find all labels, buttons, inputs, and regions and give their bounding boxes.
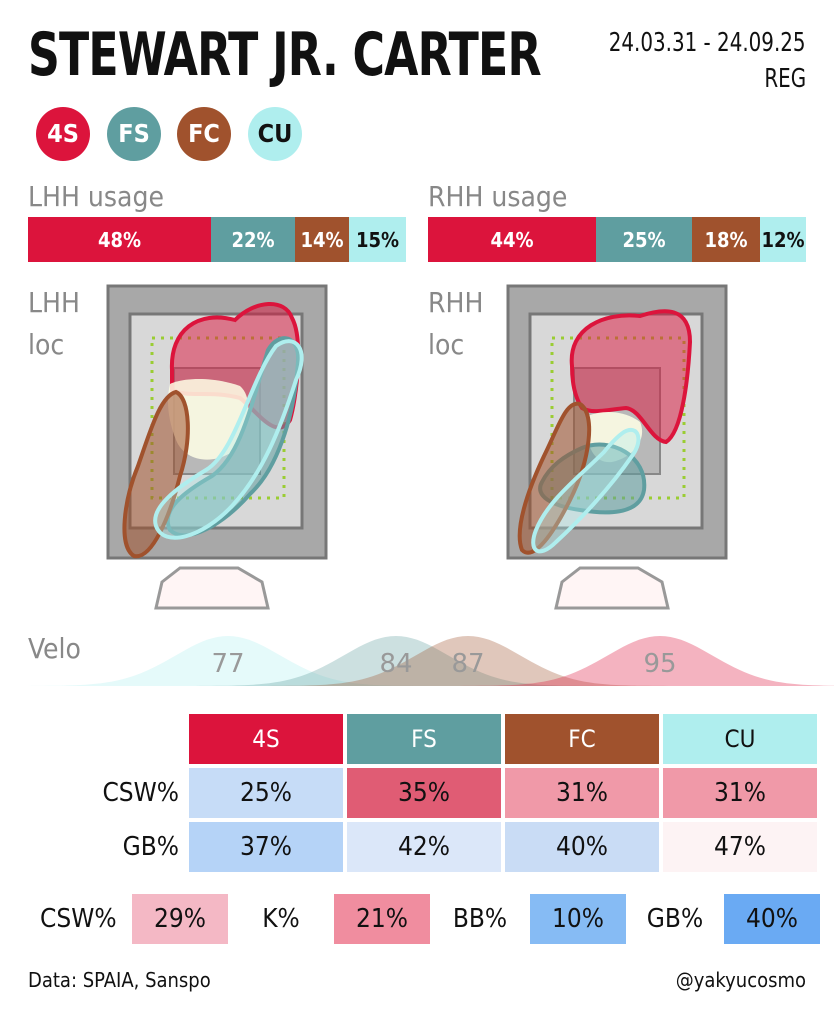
player-name: STEWART JR. CARTER	[28, 20, 542, 90]
velo-curve-fs	[184, 636, 608, 686]
pitch-stats-table: 4S FS FC CU CSW% 25% 35% 31% 31% GB% 37%…	[28, 710, 821, 876]
table-header-row: 4S FS FC CU	[32, 714, 817, 764]
row-label-gb: GB%	[122, 832, 179, 862]
author-credit: @yakyucosmo	[675, 968, 806, 992]
velo-curve-fc	[256, 636, 680, 686]
velo-label-cu: 77	[211, 649, 244, 679]
table-row-gb: GB% 37% 42% 40% 47%	[32, 822, 817, 872]
col-head-4s: 4S	[189, 714, 343, 764]
lhh-loc-label: LHH loc	[28, 282, 80, 366]
summary-row: CSW% 29% K% 21% BB% 10% GB% 40%	[40, 893, 820, 945]
csw-fs: 35%	[347, 768, 501, 818]
gb-4s: 37%	[189, 822, 343, 872]
summary-bb-value: 10%	[530, 894, 626, 944]
lhh-cu-contour	[153, 339, 304, 540]
lhh-usage-cu: 15%	[349, 217, 406, 262]
csw-fc: 31%	[505, 768, 659, 818]
lhh-loc-label-line2: loc	[28, 328, 65, 361]
table-row-csw: CSW% 25% 35% 31% 31%	[32, 768, 817, 818]
rhh-loc-label: RHH loc	[428, 282, 483, 366]
velocity-distribution: 95 84 87 77	[16, 636, 834, 686]
rhh-location-plot	[506, 284, 728, 610]
summary-gb-label: GB%	[646, 904, 704, 934]
summary-k-value: 21%	[334, 894, 430, 944]
lhh-usage-label: LHH usage	[28, 180, 164, 213]
summary-csw-value: 29%	[132, 894, 228, 944]
lhh-usage-bar: 48% 22% 14% 15%	[28, 217, 406, 262]
summary-bb-label: BB%	[452, 904, 508, 934]
pitch-badge-4s: 4S	[36, 107, 90, 161]
lhh-usage-fc: 14%	[295, 217, 349, 262]
summary-gb-value: 40%	[724, 894, 820, 944]
velo-label-fs: 84	[379, 649, 412, 679]
lhh-usage-fs: 22%	[211, 217, 295, 262]
rhh-usage-label: RHH usage	[428, 180, 568, 213]
velo-label-fc: 87	[451, 649, 484, 679]
lhh-home-plate	[154, 566, 270, 610]
lhh-location-plot	[106, 284, 328, 610]
rhh-usage-cu: 12%	[760, 217, 806, 262]
csw-cu: 31%	[663, 768, 817, 818]
velo-label-4s: 95	[643, 649, 676, 679]
rhh-loc-label-line2: loc	[428, 328, 465, 361]
lhh-usage-4s: 48%	[28, 217, 211, 262]
velo-curve-cu	[16, 636, 440, 686]
velo-curve-4s	[448, 636, 834, 686]
gb-fc: 40%	[505, 822, 659, 872]
col-head-cu: CU	[663, 714, 817, 764]
rhh-home-plate	[554, 566, 670, 610]
table-corner	[32, 714, 185, 764]
rhh-fc-contour	[517, 401, 592, 555]
lhh-loc-label-line1: LHH	[28, 286, 80, 319]
csw-4s: 25%	[189, 768, 343, 818]
pitch-badge-fc: FC	[177, 107, 231, 161]
season-type: REG	[764, 64, 806, 94]
pitch-badge-cu: CU	[248, 107, 302, 161]
rhh-usage-4s: 44%	[428, 217, 596, 262]
rhh-usage-fc: 18%	[692, 217, 760, 262]
rhh-cu-contour	[531, 428, 641, 554]
gb-fs: 42%	[347, 822, 501, 872]
pitch-badge-fs: FS	[107, 107, 161, 161]
date-range: 24.03.31 - 24.09.25	[609, 28, 806, 58]
velo-label: Velo	[28, 632, 81, 665]
col-head-fc: FC	[505, 714, 659, 764]
rhh-usage-fs: 25%	[596, 217, 692, 262]
rhh-usage-bar: 44% 25% 18% 12%	[428, 217, 806, 262]
summary-k-label: K%	[262, 904, 300, 934]
col-head-fs: FS	[347, 714, 501, 764]
data-source: Data: SPAIA, Sanspo	[28, 968, 211, 992]
gb-cu: 47%	[663, 822, 817, 872]
summary-csw-label: CSW%	[40, 904, 117, 934]
lhh-fc-contour	[122, 389, 190, 559]
rhh-loc-label-line1: RHH	[428, 286, 484, 319]
row-label-csw: CSW%	[102, 778, 179, 808]
